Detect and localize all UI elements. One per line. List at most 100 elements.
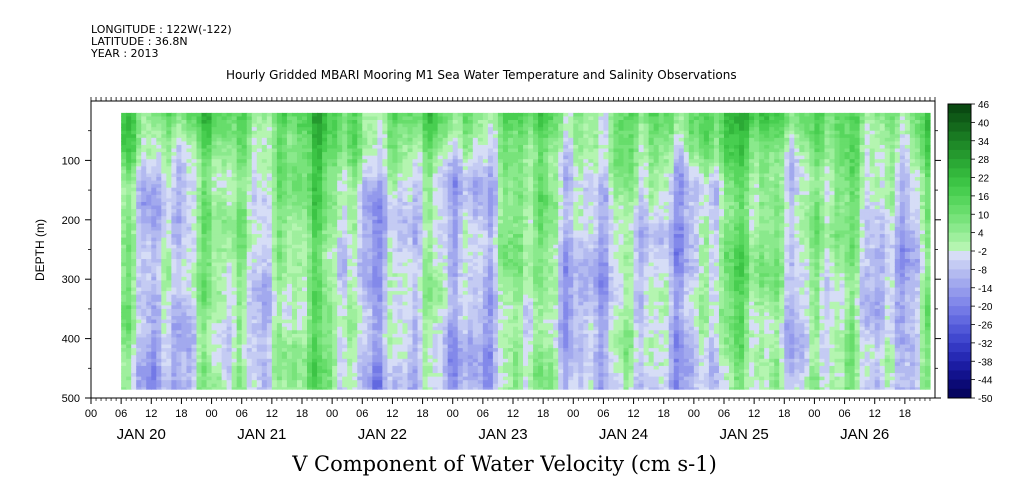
heatmap-cell	[362, 323, 368, 328]
heatmap-cell	[377, 276, 383, 281]
heatmap-cell	[291, 223, 298, 228]
heatmap-cell	[191, 362, 198, 367]
heatmap-cell	[126, 294, 132, 299]
heatmap-cell	[327, 383, 333, 388]
heatmap-cell	[211, 255, 218, 260]
heatmap-cell	[206, 344, 213, 349]
heatmap-cell	[367, 194, 373, 200]
heatmap-cell	[211, 269, 218, 274]
heatmap-cell	[141, 169, 147, 175]
heatmap-cell	[146, 355, 152, 360]
heatmap-cell	[291, 262, 298, 267]
heatmap-cell	[211, 177, 218, 182]
heatmap-cell	[317, 333, 323, 339]
heatmap-cell	[196, 191, 203, 196]
heatmap-cell	[412, 120, 419, 125]
heatmap-cell	[397, 362, 404, 367]
heatmap-cell	[291, 205, 298, 210]
heatmap-cell	[236, 205, 243, 210]
heatmap-cell	[417, 187, 424, 192]
heatmap-cell	[397, 205, 404, 210]
heatmap-cell	[372, 301, 378, 306]
heatmap-cell	[307, 358, 313, 363]
heatmap-cell	[312, 387, 318, 390]
heatmap-cell	[211, 276, 218, 281]
heatmap-cell	[342, 280, 348, 285]
heatmap-cell	[211, 120, 218, 125]
heatmap-cell	[422, 180, 429, 185]
heatmap-cell	[156, 259, 162, 264]
heatmap-cell	[312, 259, 318, 264]
heatmap-cell	[186, 387, 193, 390]
heatmap-cell	[281, 269, 288, 274]
heatmap-cell	[181, 365, 188, 371]
heatmap-cell	[352, 162, 358, 167]
heatmap-cell	[417, 251, 424, 257]
heatmap-cell	[367, 344, 373, 349]
heatmap-cell	[136, 269, 142, 274]
heatmap-cell	[151, 301, 157, 306]
heatmap-cell	[271, 355, 278, 360]
heatmap-cell	[367, 337, 373, 342]
heatmap-cell	[342, 373, 348, 378]
heatmap-cell	[276, 155, 283, 160]
heatmap-cell	[337, 194, 343, 200]
heatmap-cell	[226, 205, 233, 210]
heatmap-cell	[362, 369, 368, 374]
heatmap-cell	[402, 301, 409, 306]
heatmap-cell	[347, 348, 353, 353]
heatmap-cell	[186, 266, 193, 271]
heatmap-cell	[161, 187, 167, 192]
heatmap-cell	[121, 387, 127, 390]
heatmap-cell	[156, 212, 162, 217]
heatmap-cell	[136, 205, 142, 210]
heatmap-cell	[337, 365, 343, 371]
heatmap-cell	[191, 348, 198, 353]
heatmap-cell	[337, 337, 343, 342]
heatmap-cell	[342, 241, 348, 246]
heatmap-cell	[302, 355, 308, 360]
heatmap-cell	[151, 198, 157, 203]
heatmap-cell	[312, 269, 318, 274]
heatmap-cell	[317, 137, 323, 142]
heatmap-cell	[352, 248, 358, 253]
heatmap-cell	[276, 319, 283, 324]
heatmap-cell	[337, 112, 343, 118]
heatmap-cell	[367, 120, 373, 125]
heatmap-cell	[181, 244, 188, 249]
heatmap-cell	[246, 326, 253, 331]
heatmap-cell	[141, 152, 147, 157]
heatmap-cell	[392, 212, 399, 217]
heatmap-cell	[307, 198, 313, 203]
heatmap-cell	[291, 137, 298, 142]
heatmap-cell	[241, 298, 248, 303]
heatmap-cell	[291, 173, 298, 178]
heatmap-cell	[276, 291, 283, 296]
heatmap-cell	[206, 287, 213, 292]
heatmap-cell	[141, 308, 147, 314]
heatmap-cell	[327, 308, 333, 314]
heatmap-cell	[372, 155, 378, 160]
heatmap-cell	[337, 201, 343, 207]
heatmap-cell	[201, 166, 208, 171]
heatmap-cell	[291, 191, 298, 196]
heatmap-cell	[246, 312, 253, 317]
heatmap-cell	[141, 137, 147, 142]
heatmap-cell	[216, 159, 223, 164]
heatmap-cell	[236, 358, 243, 363]
heatmap-cell	[136, 244, 142, 249]
heatmap-cell	[312, 212, 318, 217]
heatmap-cell	[437, 358, 444, 363]
heatmap-cell	[226, 177, 233, 182]
heatmap-cell	[236, 330, 243, 335]
heatmap-cell	[211, 159, 218, 164]
heatmap-cell	[186, 355, 193, 360]
heatmap-cell	[382, 134, 388, 139]
heatmap-cell	[312, 273, 318, 278]
heatmap-cell	[146, 116, 152, 121]
heatmap-cell	[322, 326, 328, 331]
heatmap-cell	[156, 120, 162, 125]
heatmap-cell	[191, 312, 198, 317]
heatmap-cell	[131, 205, 137, 210]
heatmap-cell	[392, 216, 399, 221]
